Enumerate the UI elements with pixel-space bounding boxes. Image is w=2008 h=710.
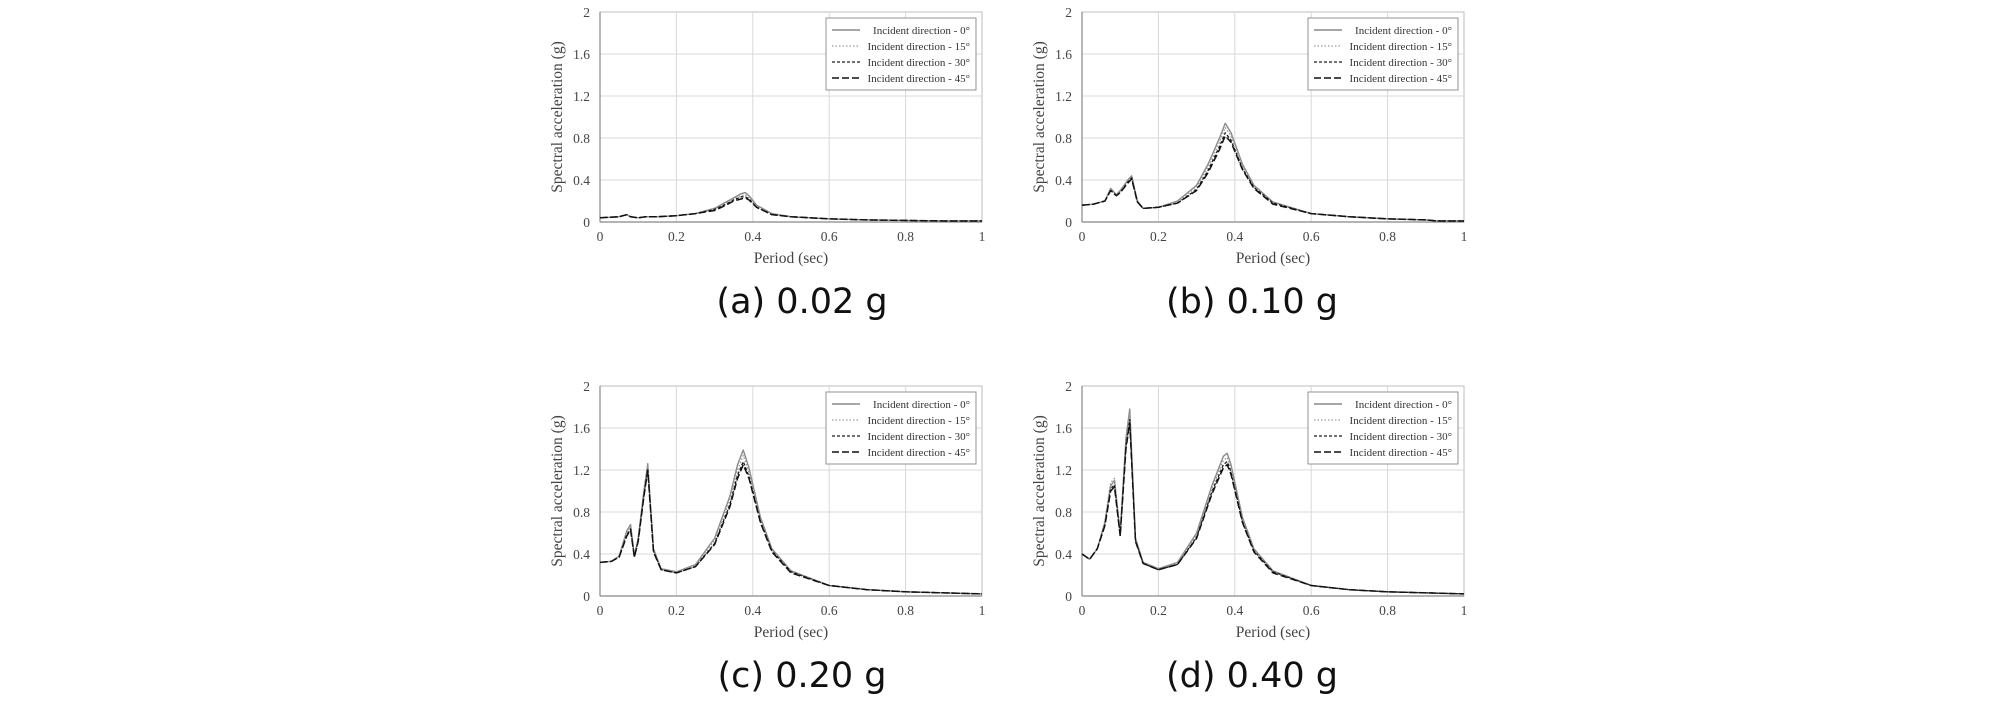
legend-label: Incident direction - 30° bbox=[868, 431, 970, 443]
legend-label: Incident direction - 30° bbox=[1350, 57, 1452, 69]
y-axis-title: Spectral acceleration (g) bbox=[1031, 415, 1048, 566]
x-tick-label: 1 bbox=[1461, 229, 1468, 244]
x-tick-label: 0 bbox=[1079, 603, 1086, 618]
y-tick-label: 1.2 bbox=[573, 89, 590, 104]
panel-caption: (b) 0.10 g bbox=[1166, 282, 1338, 322]
x-tick-label: 1 bbox=[979, 229, 986, 244]
legend-label: Incident direction - 45° bbox=[1350, 73, 1452, 85]
y-tick-label: 0.8 bbox=[1055, 131, 1072, 146]
y-tick-label: 0.8 bbox=[1055, 505, 1072, 520]
y-tick-label: 0.4 bbox=[1055, 547, 1072, 562]
x-axis-title: Period (sec) bbox=[1236, 250, 1310, 267]
series-line bbox=[599, 464, 983, 595]
legend-label: Incident direction - 0° bbox=[1355, 399, 1452, 411]
y-tick-label: 2 bbox=[1065, 5, 1072, 20]
legend: Incident direction - 0° Incident directio… bbox=[825, 391, 977, 465]
chart-panel: 0 0.2 0.4 0.6 0.8 1 0 0.4 0.8 1.2 1.6 2 Period (sec)… bbox=[1031, 5, 1467, 267]
chart-panel: 0 0.2 0.4 0.6 0.8 1 0 0.4 0.8 1.2 1.6 2 Period (sec)… bbox=[1031, 379, 1467, 641]
y-axis-title: Spectral acceleration (g) bbox=[549, 41, 566, 192]
x-axis-title: Period (sec) bbox=[754, 250, 828, 267]
chart-panel: 0 0.2 0.4 0.6 0.8 1 0 0.4 0.8 1.2 1.6 2 Period (sec)… bbox=[549, 379, 985, 641]
y-tick-label: 2 bbox=[583, 5, 590, 20]
series-line bbox=[599, 194, 982, 222]
legend-label: Incident direction - 15° bbox=[868, 41, 970, 53]
y-tick-label: 1.6 bbox=[1055, 47, 1072, 62]
x-tick-label: 0.8 bbox=[897, 229, 914, 244]
x-tick-label: 0.8 bbox=[1379, 603, 1396, 618]
y-tick-label: 1.2 bbox=[1055, 463, 1072, 478]
y-tick-label: 0.8 bbox=[573, 131, 590, 146]
y-tick-label: 2 bbox=[1065, 379, 1072, 394]
legend-label: Incident direction - 30° bbox=[1350, 431, 1452, 443]
legend: Incident direction - 0° Incident directio… bbox=[825, 17, 977, 91]
y-tick-label: 2 bbox=[583, 379, 590, 394]
x-tick-label: 0.4 bbox=[744, 229, 761, 244]
legend-label: Incident direction - 0° bbox=[873, 25, 970, 37]
x-tick-label: 0.6 bbox=[821, 603, 838, 618]
y-tick-label: 1.2 bbox=[1055, 89, 1072, 104]
series-line bbox=[1081, 135, 1464, 222]
x-tick-label: 0.4 bbox=[744, 603, 761, 618]
y-tick-label: 0.8 bbox=[573, 505, 590, 520]
x-tick-label: 0.6 bbox=[821, 229, 838, 244]
legend-label: Incident direction - 45° bbox=[868, 73, 970, 85]
y-tick-label: 0.4 bbox=[573, 547, 590, 562]
legend: Incident direction - 0° Incident directio… bbox=[1307, 391, 1459, 465]
x-tick-label: 0.4 bbox=[1226, 603, 1243, 618]
x-tick-label: 0.2 bbox=[1150, 229, 1167, 244]
panel-caption: (a) 0.02 g bbox=[716, 282, 887, 322]
x-tick-label: 0.2 bbox=[668, 229, 685, 244]
x-tick-label: 0.2 bbox=[1150, 603, 1167, 618]
legend: Incident direction - 0° Incident directio… bbox=[1307, 17, 1459, 91]
y-tick-label: 0.4 bbox=[1055, 173, 1072, 188]
legend-label: Incident direction - 0° bbox=[1355, 25, 1452, 37]
x-axis-title: Period (sec) bbox=[754, 624, 828, 641]
chart-panel: 0 0.2 0.4 0.6 0.8 1 0 0.4 0.8 1.2 1.6 2 Period (sec)… bbox=[549, 5, 985, 267]
legend-label: Incident direction - 45° bbox=[1350, 447, 1452, 459]
y-axis-title: Spectral acceleration (g) bbox=[549, 415, 566, 566]
series-line bbox=[599, 197, 982, 222]
x-tick-label: 0 bbox=[597, 229, 604, 244]
legend-label: Incident direction - 15° bbox=[1350, 415, 1452, 427]
y-tick-label: 1.6 bbox=[573, 47, 590, 62]
x-tick-label: 0 bbox=[597, 603, 604, 618]
series-line bbox=[1081, 422, 1465, 595]
legend-box bbox=[1307, 17, 1459, 91]
x-tick-label: 1 bbox=[979, 603, 986, 618]
series-line bbox=[1081, 126, 1464, 222]
y-tick-label: 0 bbox=[583, 589, 590, 604]
y-tick-label: 0 bbox=[583, 215, 590, 230]
x-tick-label: 0.8 bbox=[1379, 229, 1396, 244]
legend-label: Incident direction - 15° bbox=[1350, 41, 1452, 53]
y-tick-label: 0 bbox=[1065, 215, 1072, 230]
x-tick-label: 0 bbox=[1079, 229, 1086, 244]
x-tick-label: 0.6 bbox=[1303, 603, 1320, 618]
y-tick-label: 1.6 bbox=[1055, 421, 1072, 436]
y-tick-label: 1.6 bbox=[573, 421, 590, 436]
panel-caption: (c) 0.20 g bbox=[718, 656, 887, 696]
y-tick-label: 0.4 bbox=[573, 173, 590, 188]
x-tick-label: 0.2 bbox=[668, 603, 685, 618]
legend-label: Incident direction - 45° bbox=[868, 447, 970, 459]
legend-label: Incident direction - 0° bbox=[873, 399, 970, 411]
legend-label: Incident direction - 15° bbox=[868, 415, 970, 427]
x-tick-label: 0.4 bbox=[1226, 229, 1243, 244]
x-tick-label: 0.8 bbox=[897, 603, 914, 618]
legend-label: Incident direction - 30° bbox=[868, 57, 970, 69]
y-tick-label: 0 bbox=[1065, 589, 1072, 604]
x-axis-title: Period (sec) bbox=[1236, 624, 1310, 641]
panel-caption: (d) 0.40 g bbox=[1166, 656, 1338, 696]
y-tick-label: 1.2 bbox=[573, 463, 590, 478]
y-axis-title: Spectral acceleration (g) bbox=[1031, 41, 1048, 192]
x-tick-label: 0.6 bbox=[1303, 229, 1320, 244]
x-tick-label: 1 bbox=[1461, 603, 1468, 618]
